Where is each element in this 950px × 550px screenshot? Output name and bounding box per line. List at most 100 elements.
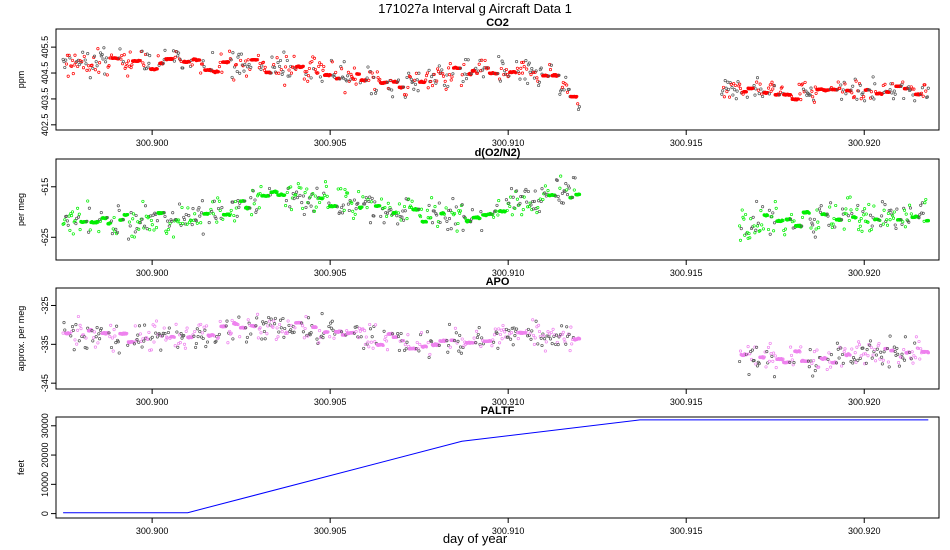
o2n2-data-point: [147, 215, 151, 219]
apo-data-point: [865, 348, 869, 352]
o2n2-data-point: [846, 214, 850, 218]
apo-data-point: [834, 361, 839, 365]
co2-data-point: [732, 82, 736, 86]
o2n2-data-point: [211, 212, 215, 216]
co2-data-point: [306, 79, 310, 83]
co2-data-point: [413, 82, 418, 86]
o2n2-data-point: [923, 201, 927, 205]
apo-data-point: [472, 336, 476, 340]
o2n2-data-point: [831, 222, 835, 226]
o2n2-data-point: [177, 218, 181, 222]
o2n2-data-point: [290, 196, 294, 200]
o2n2-data-point: [237, 205, 241, 209]
o2n2-data-point: [430, 221, 435, 225]
o2n2-data-point: [302, 212, 306, 217]
co2-data-point: [496, 71, 500, 76]
apo-data-point: [178, 341, 182, 345]
apo-data-point: [498, 332, 502, 337]
co2-data-point: [63, 65, 67, 70]
apo-data-point: [829, 365, 833, 369]
o2n2-data-point: [300, 201, 304, 205]
o2n2-data-point: [457, 209, 461, 213]
co2-data-point: [262, 68, 266, 72]
apo-data-point: [554, 333, 559, 337]
apo-data-point: [406, 333, 410, 337]
o2n2-data-point: [220, 206, 224, 210]
co2-data-point: [727, 95, 732, 99]
o2n2-data-point: [531, 199, 535, 204]
apo-data-point: [418, 342, 422, 346]
o2n2-data-point: [847, 218, 851, 223]
paltf-y-tick-label: 20000: [40, 443, 50, 468]
o2n2-data-point: [749, 217, 753, 221]
o2n2-x-tick-label: 300.915: [670, 268, 703, 278]
apo-data-point: [747, 372, 751, 377]
o2n2-data-point: [461, 228, 465, 232]
o2n2-data-point: [373, 200, 377, 204]
apo-data-point: [524, 331, 528, 335]
apo-data-point: [236, 323, 240, 327]
apo-data-point: [163, 332, 167, 336]
o2n2-data-point: [351, 216, 356, 220]
apo-data-point: [321, 336, 325, 340]
apo-data-point: [829, 353, 833, 357]
co2-data-point: [369, 92, 373, 96]
apo-data-point: [396, 332, 400, 336]
apo-x-tick-label: 300.915: [670, 397, 703, 407]
apo-data-point: [108, 335, 112, 339]
co2-data-point: [441, 71, 445, 76]
o2n2-data-point: [738, 224, 742, 228]
apo-data-point: [286, 319, 290, 323]
co2-data-point: [539, 66, 543, 70]
o2n2-data-point: [859, 217, 863, 221]
apo-data-point: [175, 330, 179, 334]
apo-data-point: [891, 349, 896, 353]
apo-data-point: [460, 337, 464, 341]
co2-data-point: [576, 102, 580, 106]
o2n2-data-point: [573, 176, 577, 180]
o2n2-data-point: [556, 194, 560, 198]
o2n2-data-point: [492, 215, 496, 219]
o2n2-data-point: [895, 207, 899, 211]
apo-data-point: [166, 330, 170, 335]
apo-data-point: [878, 357, 882, 361]
co2-data-point: [926, 86, 930, 90]
co2-data-point: [65, 53, 69, 57]
apo-data-point: [510, 326, 514, 330]
co2-data-point: [389, 78, 393, 82]
o2n2-data-point: [453, 211, 457, 216]
o2n2-data-point: [434, 211, 438, 216]
co2-data-point: [497, 54, 501, 59]
co2-data-point: [276, 60, 280, 65]
co2-data-point: [515, 66, 519, 70]
co2-data-point: [71, 72, 75, 76]
apo-data-point: [275, 326, 279, 330]
o2n2-data-point: [522, 195, 526, 199]
apo-data-point: [92, 330, 97, 334]
apo-data-point: [871, 353, 875, 357]
co2-data-point: [269, 71, 273, 75]
o2n2-x-tick-label: 300.920: [848, 268, 881, 278]
co2-data-point: [759, 87, 763, 91]
apo-data-point: [850, 347, 854, 351]
apo-data-point: [133, 324, 137, 328]
o2n2-data-point: [478, 216, 482, 220]
o2n2-data-point: [258, 192, 262, 196]
o2n2-y-axis-label: per meg: [16, 193, 26, 226]
o2n2-data-point: [451, 197, 455, 201]
co2-data-point: [800, 82, 805, 86]
o2n2-data-point: [130, 234, 134, 238]
apo-data-point: [303, 326, 307, 331]
o2n2-data-point: [790, 220, 794, 224]
o2n2-data-point: [301, 206, 305, 210]
co2-data-point: [96, 47, 100, 51]
co2-data-point: [284, 54, 288, 59]
o2n2-data-point: [327, 201, 331, 205]
apo-data-point: [202, 325, 206, 329]
o2n2-data-point: [185, 222, 189, 226]
apo-data-point: [790, 358, 794, 362]
co2-x-tick-label: 300.905: [314, 138, 347, 148]
co2-data-point: [261, 60, 266, 64]
co2-data-point: [841, 88, 845, 92]
apo-data-point: [577, 336, 582, 341]
